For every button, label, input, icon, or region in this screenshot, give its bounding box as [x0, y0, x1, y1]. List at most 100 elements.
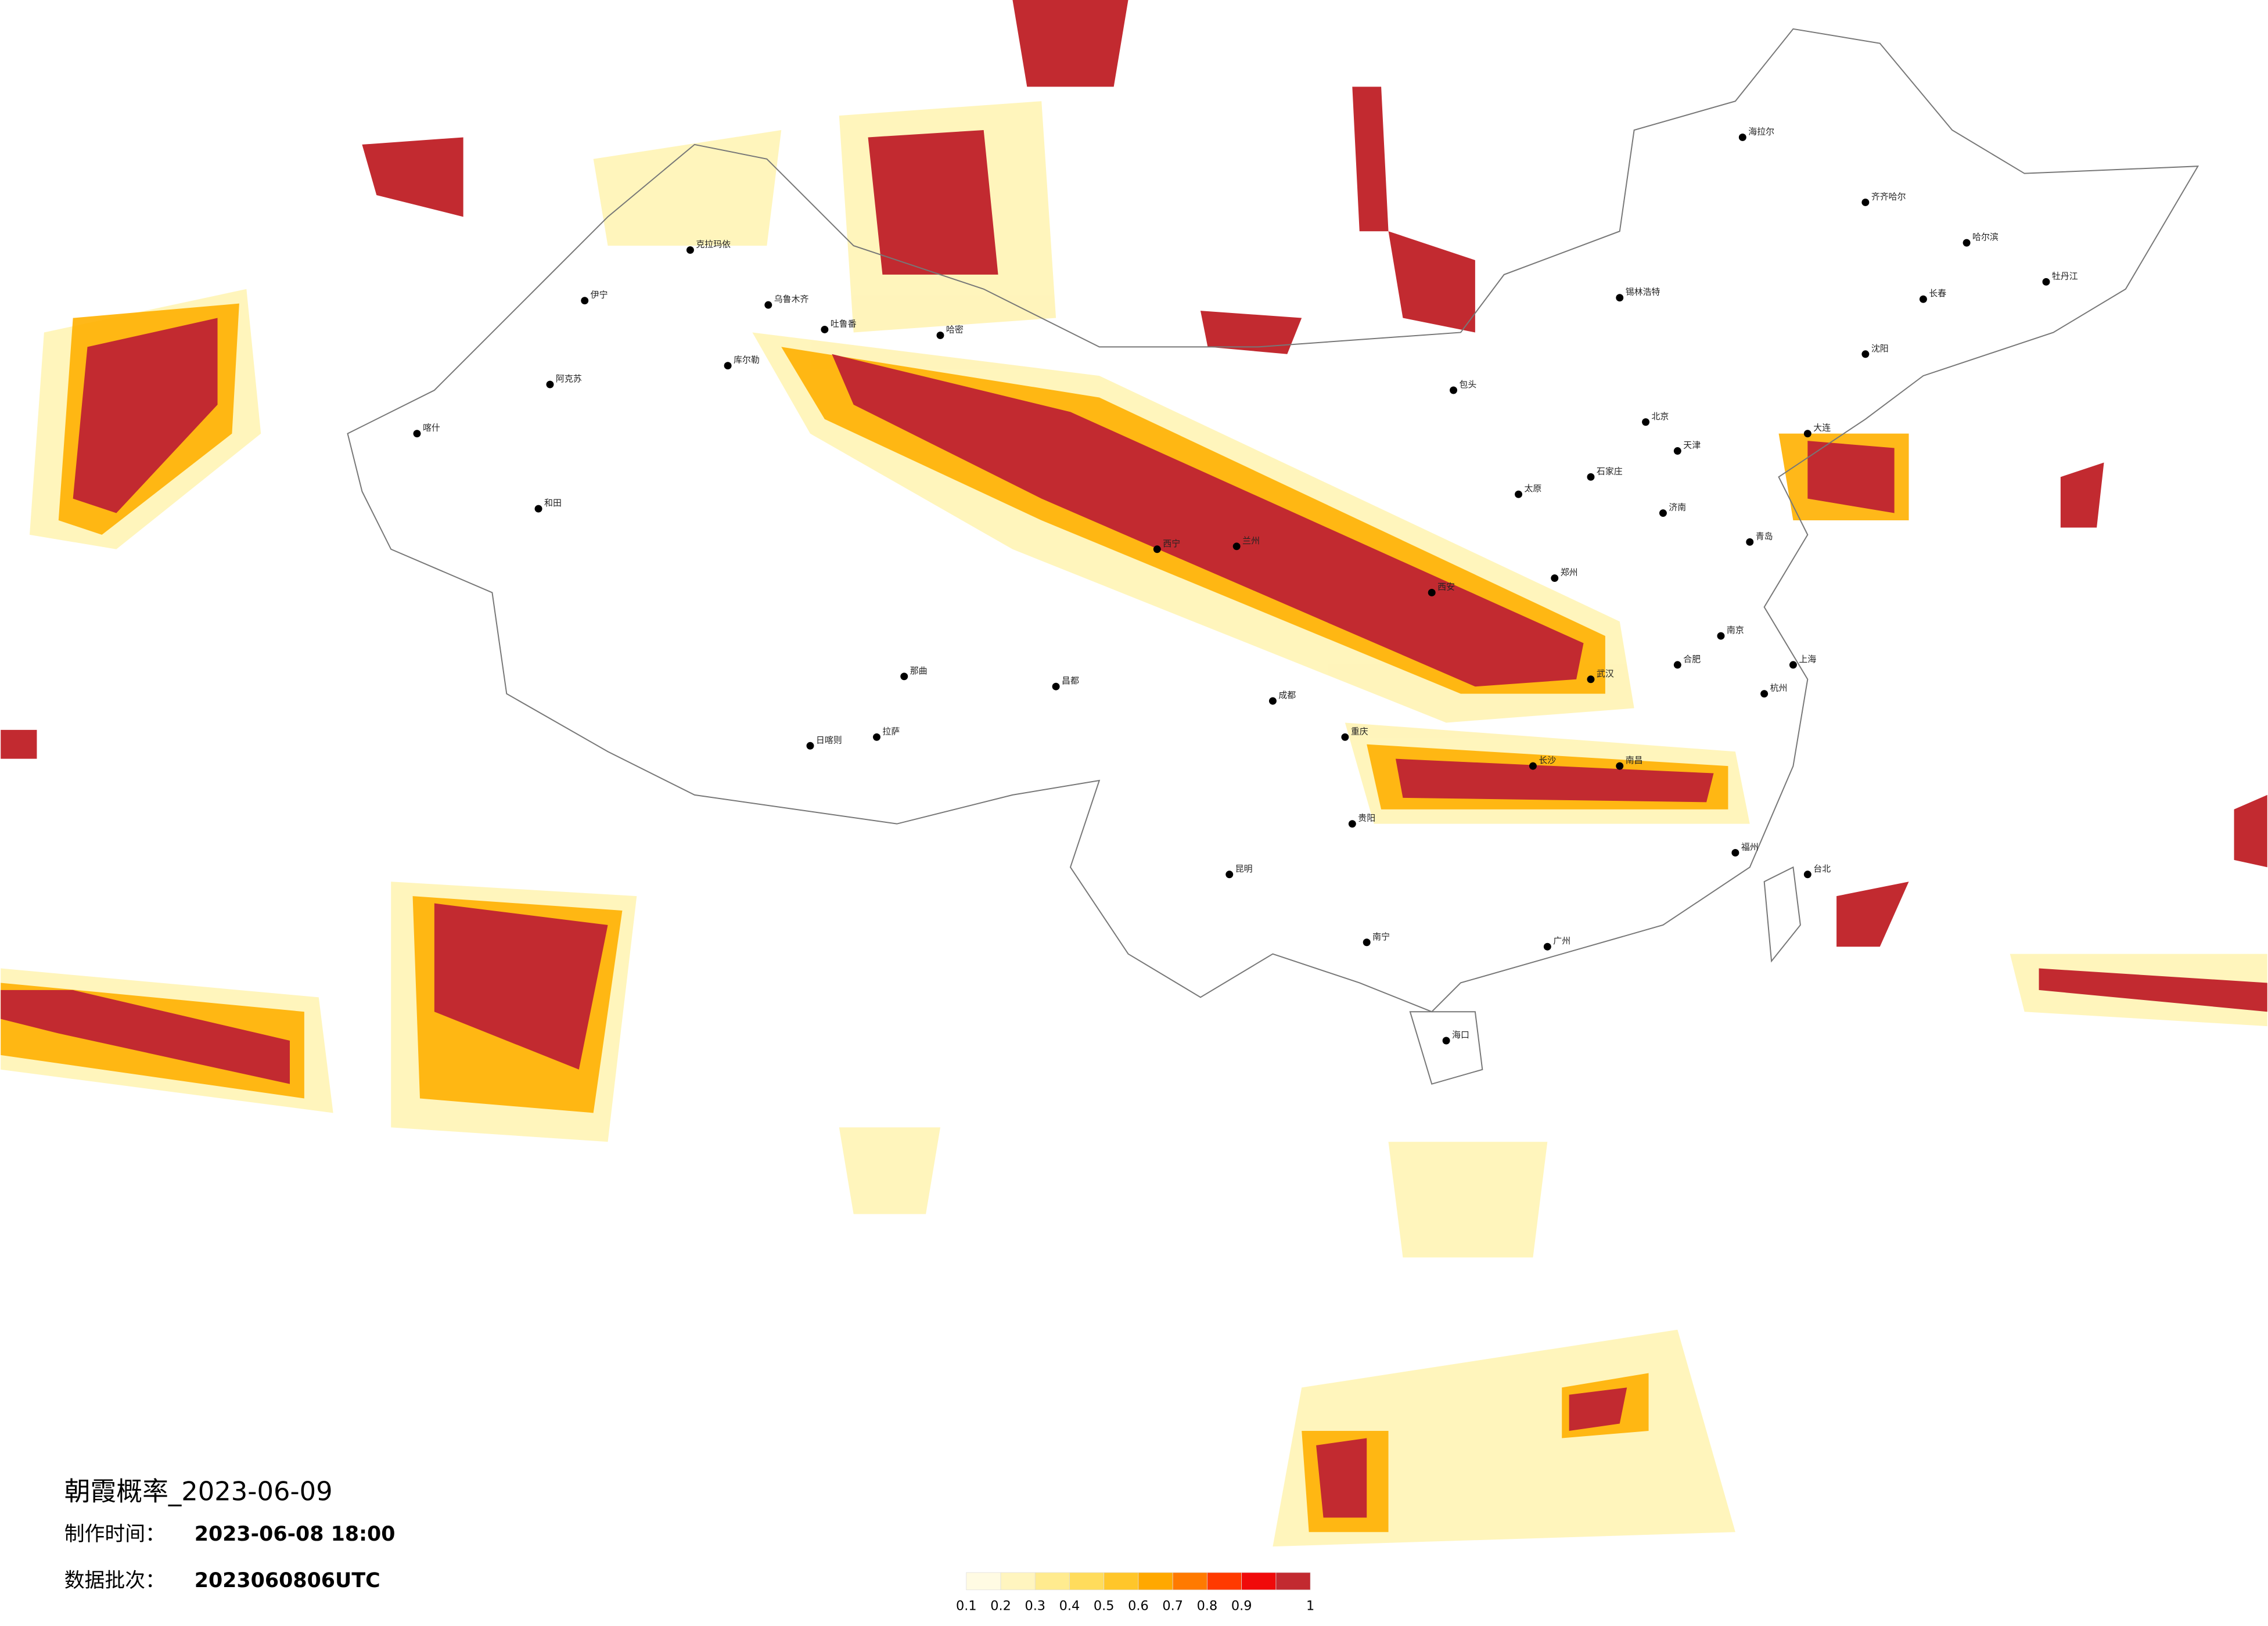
- city-dot: [686, 246, 694, 254]
- city-label: 成都: [1278, 690, 1296, 700]
- legend-label: 0.1: [956, 1599, 977, 1614]
- city-label: 库尔勒: [734, 355, 760, 365]
- legend-label: 0.2: [990, 1599, 1011, 1614]
- city-dot: [1717, 632, 1725, 640]
- city-label: 重庆: [1351, 726, 1368, 736]
- city-dot: [1789, 661, 1797, 669]
- city-dot: [1363, 938, 1371, 947]
- city-dot: [1587, 675, 1595, 684]
- city-label: 日喀则: [816, 735, 842, 745]
- legend-label: 0.8: [1197, 1599, 1218, 1614]
- city-label: 台北: [1813, 864, 1831, 874]
- city-label: 沈阳: [1871, 343, 1889, 354]
- city-label: 西安: [1437, 581, 1455, 592]
- city-label: 南昌: [1626, 755, 1643, 765]
- city-dot: [1225, 870, 1234, 879]
- city-label: 昆明: [1235, 864, 1253, 874]
- city-dot: [1861, 350, 1870, 358]
- city-label: 天津: [1683, 440, 1701, 451]
- city-label: 哈尔滨: [1972, 232, 1999, 242]
- boundaries: [347, 28, 2199, 1085]
- city-label: 广州: [1553, 936, 1570, 946]
- city-label: 北京: [1652, 411, 1669, 422]
- city-label: 西宁: [1163, 538, 1180, 549]
- city-label: 那曲: [910, 665, 928, 676]
- city-label: 郑州: [1561, 567, 1578, 578]
- legend-swatch: [966, 1572, 1001, 1591]
- city-dot: [1673, 447, 1681, 455]
- city-label: 济南: [1669, 502, 1686, 513]
- city-label: 太原: [1525, 483, 1542, 494]
- legend-swatch: [1241, 1572, 1277, 1591]
- city-dot: [1642, 418, 1650, 426]
- city-dot: [724, 362, 732, 370]
- city-label: 牡丹江: [2052, 271, 2078, 281]
- city-dot: [1153, 545, 1161, 553]
- city-dot: [1616, 294, 1624, 302]
- city-dot: [1232, 542, 1241, 551]
- city-label: 齐齐哈尔: [1871, 191, 1906, 202]
- city-dot: [900, 672, 908, 681]
- city-label: 海拉尔: [1748, 126, 1774, 136]
- city-label: 大连: [1813, 423, 1831, 433]
- city-dot: [1803, 430, 1811, 438]
- legend-swatch: [1034, 1572, 1070, 1591]
- city-dot: [873, 733, 880, 741]
- city-dot: [1673, 661, 1681, 669]
- city-dot: [764, 301, 772, 309]
- legend-label: 1: [1306, 1599, 1314, 1614]
- legend-swatch: [1172, 1572, 1207, 1591]
- legend: 0.1 0.2 0.3 0.4 0.5 0.6 0.7 0.8 0.9 1: [956, 1572, 1314, 1614]
- city-dot: [1543, 942, 1551, 951]
- city-label: 包头: [1460, 379, 1477, 390]
- city-dot: [1551, 574, 1559, 582]
- data-batch: 2023060806UTC: [195, 1569, 380, 1592]
- city-dot: [1268, 697, 1277, 705]
- city-label: 拉萨: [882, 726, 900, 736]
- city-dot: [1515, 490, 1523, 498]
- city-dot: [413, 430, 421, 438]
- city-dot: [821, 325, 829, 333]
- city-label: 乌鲁木齐: [774, 294, 809, 304]
- city-dot: [1587, 473, 1595, 481]
- legend-swatch: [1000, 1572, 1036, 1591]
- city-dot: [1746, 538, 1754, 546]
- city-dot: [546, 380, 554, 388]
- city-label: 南京: [1727, 625, 1744, 635]
- city-dot: [1760, 690, 1769, 698]
- legend-label: 0.3: [1025, 1599, 1045, 1614]
- city-label: 石家庄: [1597, 466, 1623, 476]
- city-dot: [1861, 198, 1870, 206]
- city-dot: [534, 505, 542, 513]
- city-dot: [581, 297, 589, 305]
- legend-label: 0.4: [1059, 1599, 1080, 1614]
- city-dot: [1348, 820, 1356, 828]
- city-dot: [1442, 1037, 1450, 1045]
- legend-swatch: [1207, 1572, 1242, 1591]
- legend-label: 0.7: [1162, 1599, 1183, 1614]
- probability-field: [1, 0, 2267, 1547]
- city-label: 杭州: [1770, 683, 1788, 693]
- city-dot: [1616, 762, 1624, 770]
- city-label: 长春: [1929, 288, 1946, 298]
- city-label: 吐鲁番: [831, 318, 857, 329]
- city-label: 昌都: [1062, 675, 1079, 686]
- city-label: 合肥: [1683, 654, 1701, 664]
- city-dot: [1341, 733, 1349, 741]
- legend-swatch: [1069, 1572, 1105, 1591]
- city-dot: [1963, 239, 1971, 247]
- city-dot: [1731, 848, 1739, 857]
- city-label: 贵阳: [1358, 813, 1375, 823]
- city-dot: [1052, 682, 1060, 690]
- city-dot: [1738, 133, 1746, 141]
- city-label: 伊宁: [591, 290, 608, 300]
- map-title: 朝霞概率_2023-06-09: [64, 1476, 333, 1506]
- city-dot: [1428, 588, 1436, 596]
- city-label: 武汉: [1597, 668, 1614, 679]
- legend-label: 0.5: [1094, 1599, 1115, 1614]
- legend-swatch: [1138, 1572, 1173, 1591]
- city-label: 和田: [544, 498, 562, 508]
